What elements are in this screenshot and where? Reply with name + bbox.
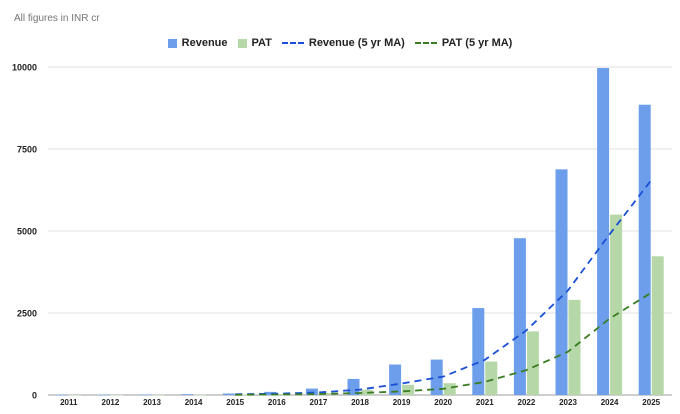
- legend-swatch-pat-ma: [414, 42, 437, 44]
- bar-revenue-2016: [264, 391, 277, 395]
- x-tick-label-2021: 2021: [476, 398, 494, 407]
- x-tick-label-2018: 2018: [351, 398, 369, 407]
- y-tick-label-10000: 10000: [12, 63, 37, 73]
- y-tick-label-2500: 2500: [17, 309, 37, 319]
- bar-pat-2022: [526, 331, 539, 395]
- y-tick-label-0: 0: [32, 391, 37, 401]
- bar-pat-2021: [485, 361, 498, 395]
- bar-pat-2014: [194, 394, 207, 396]
- bar-pat-2018: [360, 389, 373, 395]
- y-tick-label-7500: 7500: [17, 145, 37, 155]
- legend-item-revenue: Revenue: [167, 37, 228, 49]
- x-tick-label-2013: 2013: [143, 398, 161, 407]
- bar-pat-2013: [152, 394, 165, 396]
- bar-revenue-2013: [139, 394, 152, 396]
- legend-item-pat: PAT: [237, 37, 272, 49]
- bar-pat-2020: [443, 383, 456, 395]
- x-tick-label-2017: 2017: [310, 398, 328, 407]
- bar-revenue-2020: [430, 359, 443, 395]
- bar-pat-2024: [610, 214, 623, 395]
- line-revenue-ma: [235, 179, 652, 396]
- legend-swatch-revenue: [167, 38, 177, 48]
- bar-pat-2023: [568, 299, 581, 395]
- line-pat-ma: [235, 291, 652, 396]
- y-tick-label-5000: 5000: [17, 227, 37, 237]
- bar-revenue-2024: [597, 67, 610, 395]
- legend-label-revenue-ma: Revenue (5 yr MA): [308, 37, 405, 49]
- bar-revenue-2023: [555, 169, 568, 395]
- bar-revenue-2019: [389, 364, 402, 395]
- bar-revenue-2025: [638, 104, 651, 395]
- chart-caption: All figures in INR cr: [14, 13, 100, 24]
- x-tick-label-2019: 2019: [393, 398, 411, 407]
- bar-pat-2025: [651, 256, 664, 395]
- bar-revenue-2022: [513, 238, 526, 395]
- x-tick-label-2025: 2025: [642, 398, 660, 407]
- legend-item-revenue-ma: Revenue (5 yr MA): [281, 37, 405, 49]
- legend-label-pat-ma: PAT (5 yr MA): [441, 37, 513, 49]
- bar-revenue-2014: [181, 394, 194, 395]
- bar-pat-2019: [402, 384, 415, 395]
- x-tick-label-2014: 2014: [185, 398, 203, 407]
- legend-label-revenue: Revenue: [181, 37, 228, 49]
- x-tick-label-2012: 2012: [102, 398, 120, 407]
- bar-revenue-2018: [347, 378, 360, 395]
- legend-label-pat: PAT: [251, 37, 272, 49]
- x-tick-label-2024: 2024: [601, 398, 619, 407]
- legend-item-pat-ma: PAT (5 yr MA): [414, 37, 513, 49]
- x-tick-label-2020: 2020: [434, 398, 452, 407]
- legend-swatch-revenue-ma: [281, 42, 304, 44]
- bar-revenue-2021: [472, 308, 485, 395]
- x-tick-label-2011: 2011: [60, 398, 78, 407]
- bar-pat-2012: [110, 394, 123, 396]
- bar-revenue-2015: [222, 393, 235, 395]
- chart-legend: Revenue PAT Revenue (5 yr MA) PAT (5 yr …: [0, 37, 680, 49]
- bar-revenue-2011: [56, 394, 69, 396]
- x-tick-label-2022: 2022: [518, 398, 536, 407]
- bar-revenue-2012: [97, 394, 110, 396]
- x-tick-label-2015: 2015: [226, 398, 244, 407]
- x-tick-label-2016: 2016: [268, 398, 286, 407]
- legend-swatch-pat: [237, 38, 247, 48]
- x-tick-label-2023: 2023: [559, 398, 577, 407]
- bar-pat-2011: [69, 394, 82, 396]
